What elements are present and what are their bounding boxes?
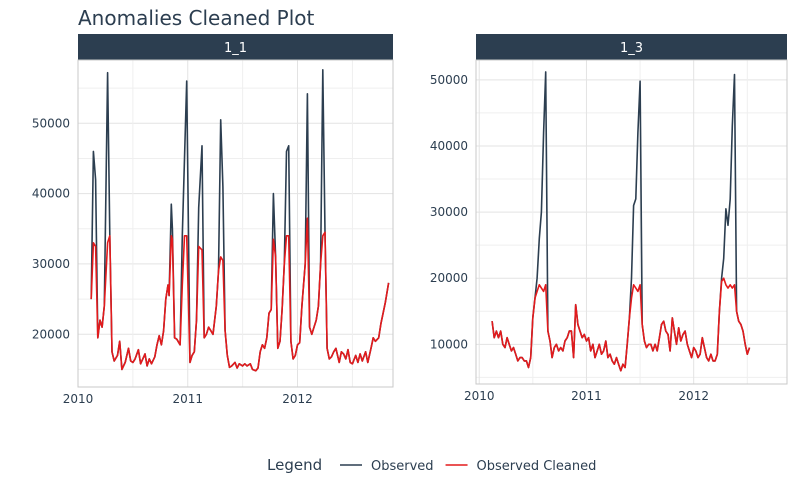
legend-label: Observed [371, 459, 434, 474]
grid [77, 60, 393, 387]
facet-strip [476, 34, 787, 60]
x-tick-label: 2010 [63, 392, 94, 406]
x-tick-label: 2011 [571, 389, 602, 403]
y-tick-label: 20000 [430, 271, 468, 285]
x-tick-label: 2010 [464, 389, 495, 403]
y-tick-label: 40000 [430, 139, 468, 153]
facet-strip-label: 1_1 [224, 41, 247, 56]
y-tick-label: 50000 [32, 116, 70, 130]
y-tick-label: 30000 [430, 205, 468, 219]
y-tick-label: 50000 [430, 73, 468, 87]
panel-border [475, 59, 788, 385]
legend-entry: Observed [340, 459, 434, 474]
facet-panel-1_3: 1_3 10000 20000 30000 40000 50000 2010 2011 2012 [430, 34, 788, 403]
x-tick-label: 2012 [678, 389, 709, 403]
legend-title: Legend [267, 456, 322, 474]
panel-border [77, 59, 394, 388]
facet-panels: 1_1 20000 30000 40000 50000 2010 2011 2012 1_3 10… [32, 34, 788, 406]
facet-strip-label: 1_3 [620, 41, 643, 56]
legend: Legend Observed Observed Cleaned [267, 456, 596, 474]
chart-title: Anomalies Cleaned Plot [78, 6, 314, 30]
series-line-observed-cleaned [491, 277, 751, 372]
y-tick-label: 40000 [32, 187, 70, 201]
grid [476, 60, 787, 384]
legend-label: Observed Cleaned [477, 459, 597, 474]
y-tick-label: 10000 [430, 337, 468, 351]
series-line-observed [491, 71, 751, 372]
series-line-observed-cleaned [90, 217, 390, 372]
facet-panel-1_1: 1_1 20000 30000 40000 50000 2010 2011 2012 [32, 34, 394, 406]
y-tick-label: 20000 [32, 327, 70, 341]
x-tick-label: 2011 [172, 392, 203, 406]
series-line-observed [90, 69, 390, 372]
legend-entry: Observed Cleaned [445, 459, 597, 474]
facet-strip [78, 34, 393, 60]
x-tick-label: 2012 [282, 392, 313, 406]
y-tick-label: 30000 [32, 257, 70, 271]
